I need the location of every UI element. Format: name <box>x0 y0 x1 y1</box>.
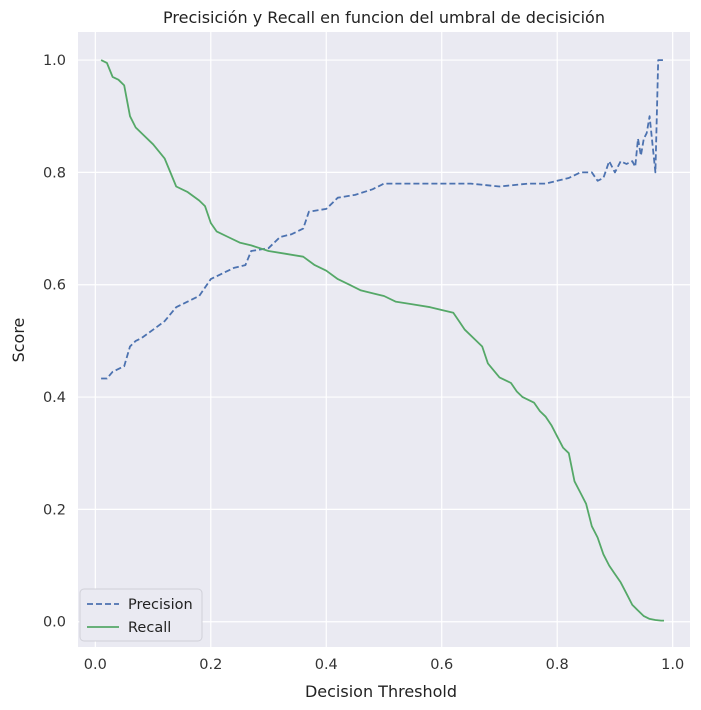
plot-background <box>78 32 690 647</box>
x-tick-label: 0.0 <box>84 657 107 673</box>
y-tick-label: 0.0 <box>43 615 66 631</box>
tick-labels: 0.0 0.2 0.4 0.6 0.8 1.0 0.0 0.2 0.4 0.6 0.8 1.0 <box>43 53 684 673</box>
legend-precision-label: Precision <box>128 597 193 613</box>
y-tick-label: 0.4 <box>43 390 66 406</box>
grid-lines <box>78 32 690 647</box>
x-tick-label: 0.8 <box>546 657 569 673</box>
chart-title: Precisición y Recall en funcion del umbr… <box>163 8 605 27</box>
y-tick-label: 0.8 <box>43 165 66 181</box>
series-precision-line <box>101 59 664 380</box>
x-tick-label: 0.2 <box>199 657 222 673</box>
y-axis-label: Score <box>9 318 28 363</box>
legend-box <box>79 588 203 642</box>
x-tick-label: 0.6 <box>430 657 453 673</box>
y-tick-label: 1.0 <box>43 53 66 69</box>
x-axis-label: Decision Threshold <box>305 682 457 701</box>
y-tick-label: 0.2 <box>43 502 66 518</box>
series-lines <box>100 59 664 622</box>
x-tick-label: 1.0 <box>661 657 684 673</box>
legend: Precision Recall <box>79 588 203 642</box>
legend-recall-label: Recall <box>128 620 171 636</box>
x-tick-label: 0.4 <box>315 657 338 673</box>
series-recall-line <box>100 59 664 622</box>
y-tick-label: 0.6 <box>43 278 66 294</box>
